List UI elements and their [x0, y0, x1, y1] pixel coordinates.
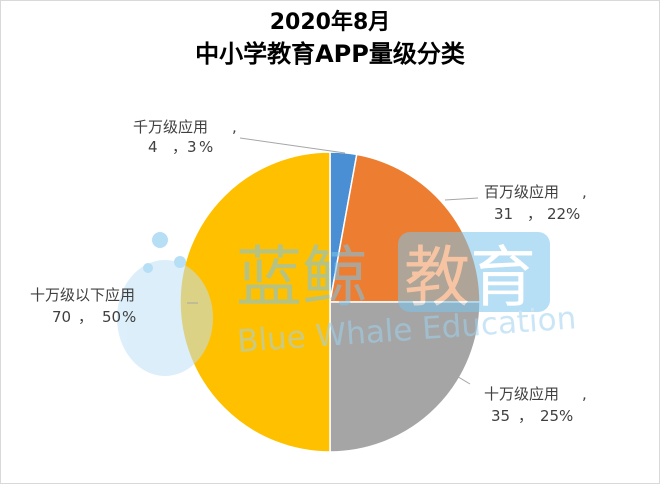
slice-label-name: 十万级应用 [484, 385, 559, 403]
watermark-box [398, 232, 550, 312]
slice-label-percent: 25 [540, 407, 559, 425]
watermark-whale-shape [117, 260, 213, 376]
slice-label-value: 31 [494, 205, 513, 223]
data-label-2: 十万级应用 , 35 ， 25 % [484, 385, 587, 425]
slice-label-name: 千万级应用 [133, 118, 208, 136]
label-sep: ， [78, 308, 93, 326]
chart-title-line1: 2020年8月 [269, 10, 391, 35]
slice-label-percent: 22 [547, 205, 566, 223]
leader-line-2 [449, 371, 471, 385]
leader-line-1 [444, 197, 479, 201]
leader-line-0 [239, 137, 346, 154]
watermark-cn-boxed-text: 教育 [404, 239, 536, 316]
label-sep: ， [527, 205, 542, 223]
label-sep: , [582, 183, 587, 201]
data-label-3: 十万级以下应用 70 ， 50 % [30, 286, 136, 326]
label-sep: ， [518, 407, 533, 425]
slice-label-percent: 50 [102, 308, 121, 326]
slice-label-percent: 3 [187, 138, 197, 156]
label-sep: , [582, 385, 587, 403]
label-sep: ， [172, 138, 187, 156]
slice-label-value: 35 [491, 407, 510, 425]
data-label-1: 百万级应用 , 31 ， 22 % [484, 183, 587, 223]
label-sep: , [232, 118, 237, 136]
percent-sign: % [122, 308, 136, 326]
watermark-drop-2 [174, 256, 186, 268]
watermark-drop-3 [143, 263, 153, 273]
data-label-0: 千万级应用 , 4 ， 3 % [133, 118, 237, 156]
pie-slices [179, 151, 481, 453]
watermark-cn-text: 蓝鲸 [236, 239, 368, 316]
percent-sign: % [199, 138, 213, 156]
slice-label-value: 4 [148, 138, 158, 156]
slice-label-value: 70 [52, 308, 71, 326]
pie-slice-2 [329, 301, 481, 453]
watermark-logo: 蓝鲸 教育 Blue Whale Education [117, 232, 577, 376]
chart-title-line2: 中小学教育APP量级分类 [195, 40, 465, 68]
slice-label-name: 十万级以下应用 [30, 286, 135, 304]
slice-label-name: 百万级应用 [484, 183, 559, 201]
percent-sign: % [559, 407, 573, 425]
percent-sign: % [566, 205, 580, 223]
watermark-drop-1 [152, 232, 168, 248]
